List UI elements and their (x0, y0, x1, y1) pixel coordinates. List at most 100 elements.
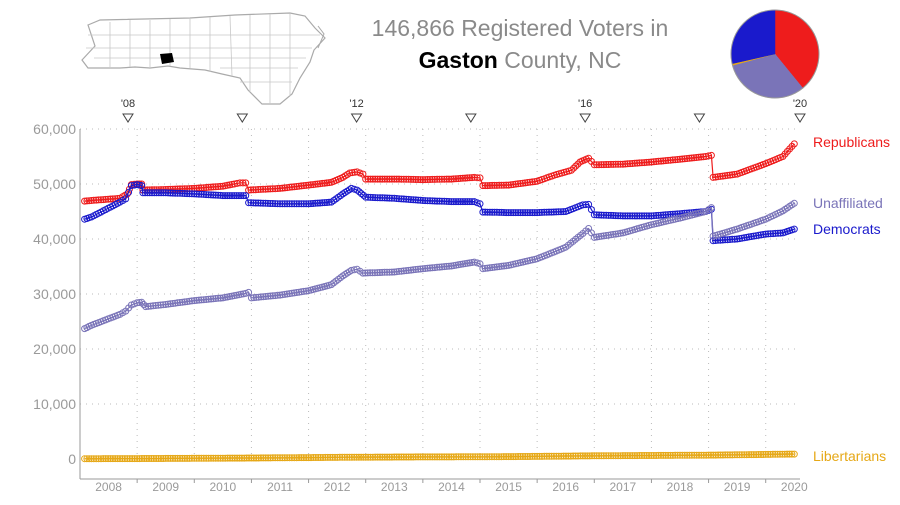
data-point-lib (150, 455, 158, 462)
data-point-dem (624, 212, 632, 220)
data-point-rep (417, 176, 424, 184)
data-point-lib (414, 453, 422, 461)
data-point-dem (262, 199, 269, 207)
data-point-dem (183, 190, 191, 198)
data-point-lib (636, 452, 643, 459)
data-point-dem (436, 197, 443, 205)
data-point-una (424, 264, 432, 272)
data-point-lib (209, 454, 217, 462)
data-point-dem (486, 208, 494, 216)
data-point-lib (155, 455, 163, 462)
data-point-rep (438, 175, 446, 183)
data-point-lib (281, 454, 289, 462)
x-tick-label: 2013 (381, 480, 408, 494)
data-point-una (381, 268, 389, 276)
data-point-rep (371, 175, 379, 183)
data-point-lib (264, 454, 272, 462)
data-point-una (386, 268, 393, 276)
data-point-rep (724, 171, 731, 179)
data-point-dem (493, 208, 501, 216)
data-point-rep (521, 179, 529, 187)
data-point-una (614, 230, 622, 238)
data-point-lib (333, 453, 341, 461)
data-point-lib (217, 454, 224, 462)
data-point-lib (350, 453, 358, 461)
data-point-dem (479, 208, 487, 216)
data-point-lib (159, 455, 167, 462)
data-point-dem (321, 199, 329, 207)
data-point-dem (547, 208, 555, 216)
election-marker-icon (464, 113, 477, 123)
data-point-rep (531, 178, 539, 186)
data-point-dem (445, 198, 453, 205)
data-point-lib (374, 453, 382, 461)
data-point-una (486, 264, 494, 272)
data-point-dem (362, 193, 370, 201)
data-point-lib (521, 453, 529, 460)
data-point-rep (479, 182, 487, 190)
data-point-dem (481, 208, 489, 216)
data-point-dem (197, 190, 205, 198)
data-point-una (186, 297, 193, 305)
data-point-rep (452, 175, 460, 183)
data-point-rep (645, 158, 653, 166)
data-point-dem (433, 197, 441, 205)
data-point-rep (481, 182, 489, 190)
data-point-lib (767, 450, 774, 458)
data-point-lib (143, 455, 151, 462)
data-point-lib (136, 455, 143, 463)
data-point-rep (491, 181, 498, 189)
data-point-dem (740, 234, 748, 242)
data-point-rep (650, 158, 658, 166)
data-point-lib (645, 452, 653, 459)
data-point-dem (374, 194, 382, 202)
data-point-lib (252, 454, 260, 462)
data-point-lib (283, 454, 291, 462)
data-point-rep (316, 180, 324, 188)
data-point-una (271, 292, 279, 300)
data-point-lib (788, 450, 796, 458)
data-point-rep (376, 175, 384, 183)
data-point-rep (676, 155, 684, 163)
data-point-rep (102, 195, 110, 203)
data-point-dem (428, 197, 436, 205)
data-point-lib (478, 453, 486, 461)
data-point-dem (655, 211, 663, 219)
data-point-lib (102, 455, 110, 463)
data-point-una (376, 269, 384, 276)
data-point-dem (526, 209, 534, 217)
data-point-dem (397, 195, 405, 203)
data-point-lib (455, 453, 463, 461)
data-point-rep (461, 174, 469, 182)
data-point-lib (95, 455, 103, 463)
data-point-lib (126, 455, 134, 463)
data-point-dem (233, 192, 241, 200)
data-point-lib (305, 454, 313, 462)
data-point-dem (609, 212, 617, 219)
data-point-dem (217, 191, 224, 199)
series-label-una: Unaffiliated (813, 195, 883, 211)
data-point-dem (495, 208, 503, 216)
data-point-lib (307, 454, 315, 462)
data-point-dem (643, 212, 651, 220)
x-tick-label: 2018 (667, 480, 694, 494)
data-point-una (400, 267, 408, 275)
data-point-rep (397, 175, 405, 183)
data-point-una (609, 230, 617, 238)
data-point-dem (202, 191, 210, 199)
data-point-dem (325, 198, 333, 206)
data-point-dem (360, 191, 368, 199)
data-point-dem (369, 194, 377, 201)
data-point-lib (233, 454, 241, 462)
data-point-rep (488, 181, 496, 189)
data-point-una (205, 295, 213, 303)
data-point-lib (771, 450, 779, 458)
data-point-lib (676, 451, 684, 459)
data-point-lib (255, 454, 263, 462)
data-point-lib (118, 455, 126, 463)
data-point-una (217, 294, 224, 302)
data-point-dem (662, 211, 670, 219)
data-point-lib (626, 452, 634, 460)
data-point-lib (650, 452, 658, 459)
data-point-lib (667, 451, 674, 459)
